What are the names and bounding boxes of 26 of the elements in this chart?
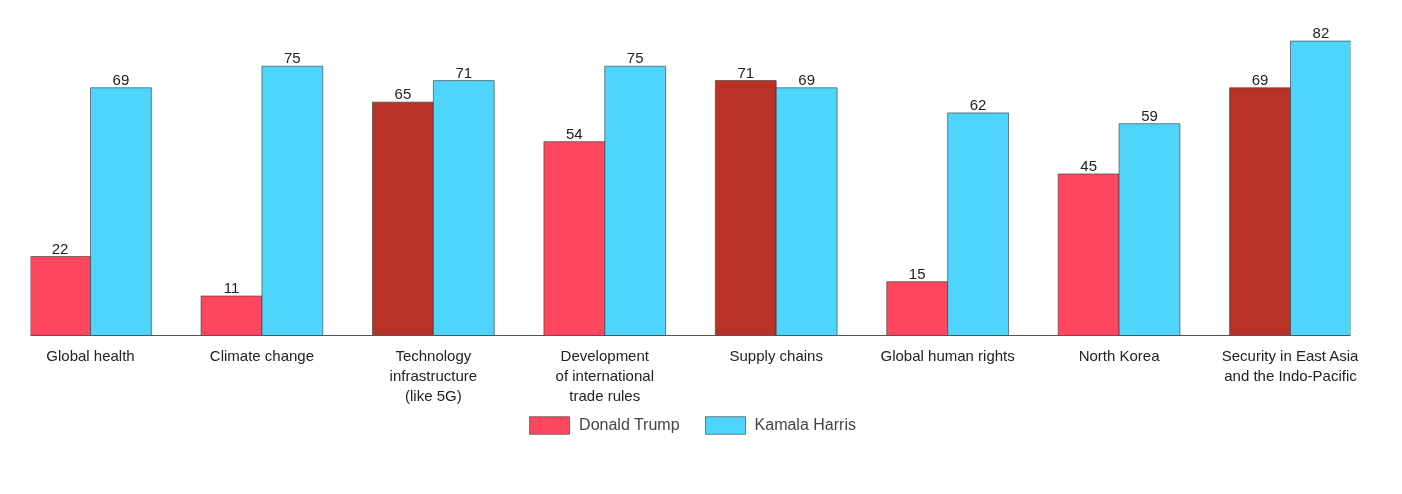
data-label: 65 [394, 85, 412, 103]
data-label: 11 [223, 279, 240, 297]
data-label: 69 [1251, 70, 1269, 88]
x-tick-label: Supply chains [729, 346, 823, 364]
data-label: 45 [1080, 156, 1097, 174]
data-label: 71 [737, 63, 755, 81]
data-label: 75 [284, 49, 301, 67]
x-tick-label: Global human rights [880, 346, 1015, 364]
legend-label: Donald Trump [579, 416, 680, 434]
x-tick-label: Security in East Asia and the Indo-Pacific [1221, 346, 1360, 384]
data-label: 62 [969, 95, 987, 113]
x-tick-label: Global health [46, 346, 135, 364]
x-tick-label: North Korea [1078, 346, 1161, 364]
data-label: 75 [626, 49, 644, 67]
data-label: 71 [455, 63, 473, 81]
data-label: 59 [1141, 106, 1158, 124]
data-label: 69 [798, 70, 815, 88]
data-label: 69 [112, 70, 130, 88]
x-tick-label: Technology infrastructure (like 5G) [389, 346, 478, 405]
x-tick-label: Climate change [209, 346, 315, 364]
legend-label: Kamala Harris [754, 416, 856, 434]
data-label: 15 [908, 264, 926, 282]
data-label: 54 [566, 124, 583, 142]
x-tick-label: Development of international trade rules [555, 346, 654, 405]
data-label: 22 [51, 239, 69, 257]
data-label: 82 [1312, 24, 1330, 42]
